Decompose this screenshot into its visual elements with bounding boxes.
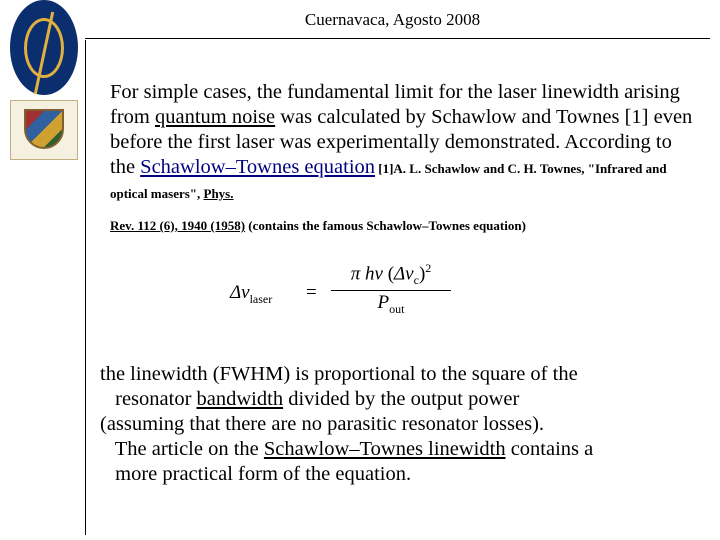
header-title: Cuernavaca, Agosto 2008 [305,10,480,29]
eq-sub-laser: laser [250,292,273,306]
schawlow-townes-equation-display: Δνlaser = π hν (Δνc)2 Pout [230,262,490,324]
eq-nu-3: ν [405,263,413,284]
p2-line2a: resonator [110,388,197,410]
p2-line3: (assuming that there are no parasitic re… [100,413,544,435]
eq-h: h [365,263,375,284]
logo1-bar [34,11,54,94]
link-quantum-noise[interactable]: quantum noise [155,106,275,128]
eq-nu-2: ν [375,263,383,284]
link-schawlow-townes-linewidth[interactable]: Schawlow–Townes linewidth [264,438,506,460]
left-rail [0,0,90,540]
reference-1-journal-link[interactable]: Phys. [204,186,234,201]
slide: Cuernavaca, Agosto 2008 For simple cases… [0,0,720,540]
eq-pi: π [351,263,361,284]
paragraph-2: the linewidth (FWHM) is proportional to … [100,362,700,487]
eq-equals: = [306,282,317,304]
eq-denominator: Pout [326,293,456,315]
link-schawlow-townes-equation[interactable]: Schawlow–Townes equation [140,156,375,178]
eq-sub-out: out [389,302,404,316]
eq-P: P [378,292,390,313]
reference-1-tail: (contains the famous Schawlow–Townes equ… [245,218,526,233]
institution-logo-2 [10,100,78,160]
eq-squared: 2 [425,261,431,275]
logo1-ellipse [24,18,64,78]
p2-line5: more practical form of the equation. [110,463,411,485]
link-bandwidth[interactable]: bandwidth [197,388,284,410]
p2-line4b: contains a [506,438,594,460]
eq-delta-2: Δ [394,263,405,284]
eq-numerator: π hν (Δνc)2 [326,262,456,288]
crest-shield [24,109,64,149]
p2-line1: the linewidth (FWHM) is proportional to … [100,363,578,385]
slide-header: Cuernavaca, Agosto 2008 [85,10,700,30]
p2-line2b: divided by the output power [283,388,519,410]
eq-fraction: π hν (Δνc)2 Pout [326,262,456,315]
vertical-divider [85,40,86,535]
reference-1-continued: Rev. 112 (6), 1940 (1958) (contains the … [110,218,700,234]
p2-line4a: The article on the [110,438,264,460]
eq-lhs: Δνlaser [230,282,272,307]
horizontal-divider [85,38,710,39]
paragraph-1: For simple cases, the fundamental limit … [110,80,700,205]
eq-nu-1: ν [241,282,249,303]
eq-fraction-bar [331,290,451,291]
eq-delta-1: Δ [230,282,241,303]
institution-logo-1 [10,0,78,95]
reference-1-citation-link[interactable]: Rev. 112 (6), 1940 (1958) [110,218,245,233]
